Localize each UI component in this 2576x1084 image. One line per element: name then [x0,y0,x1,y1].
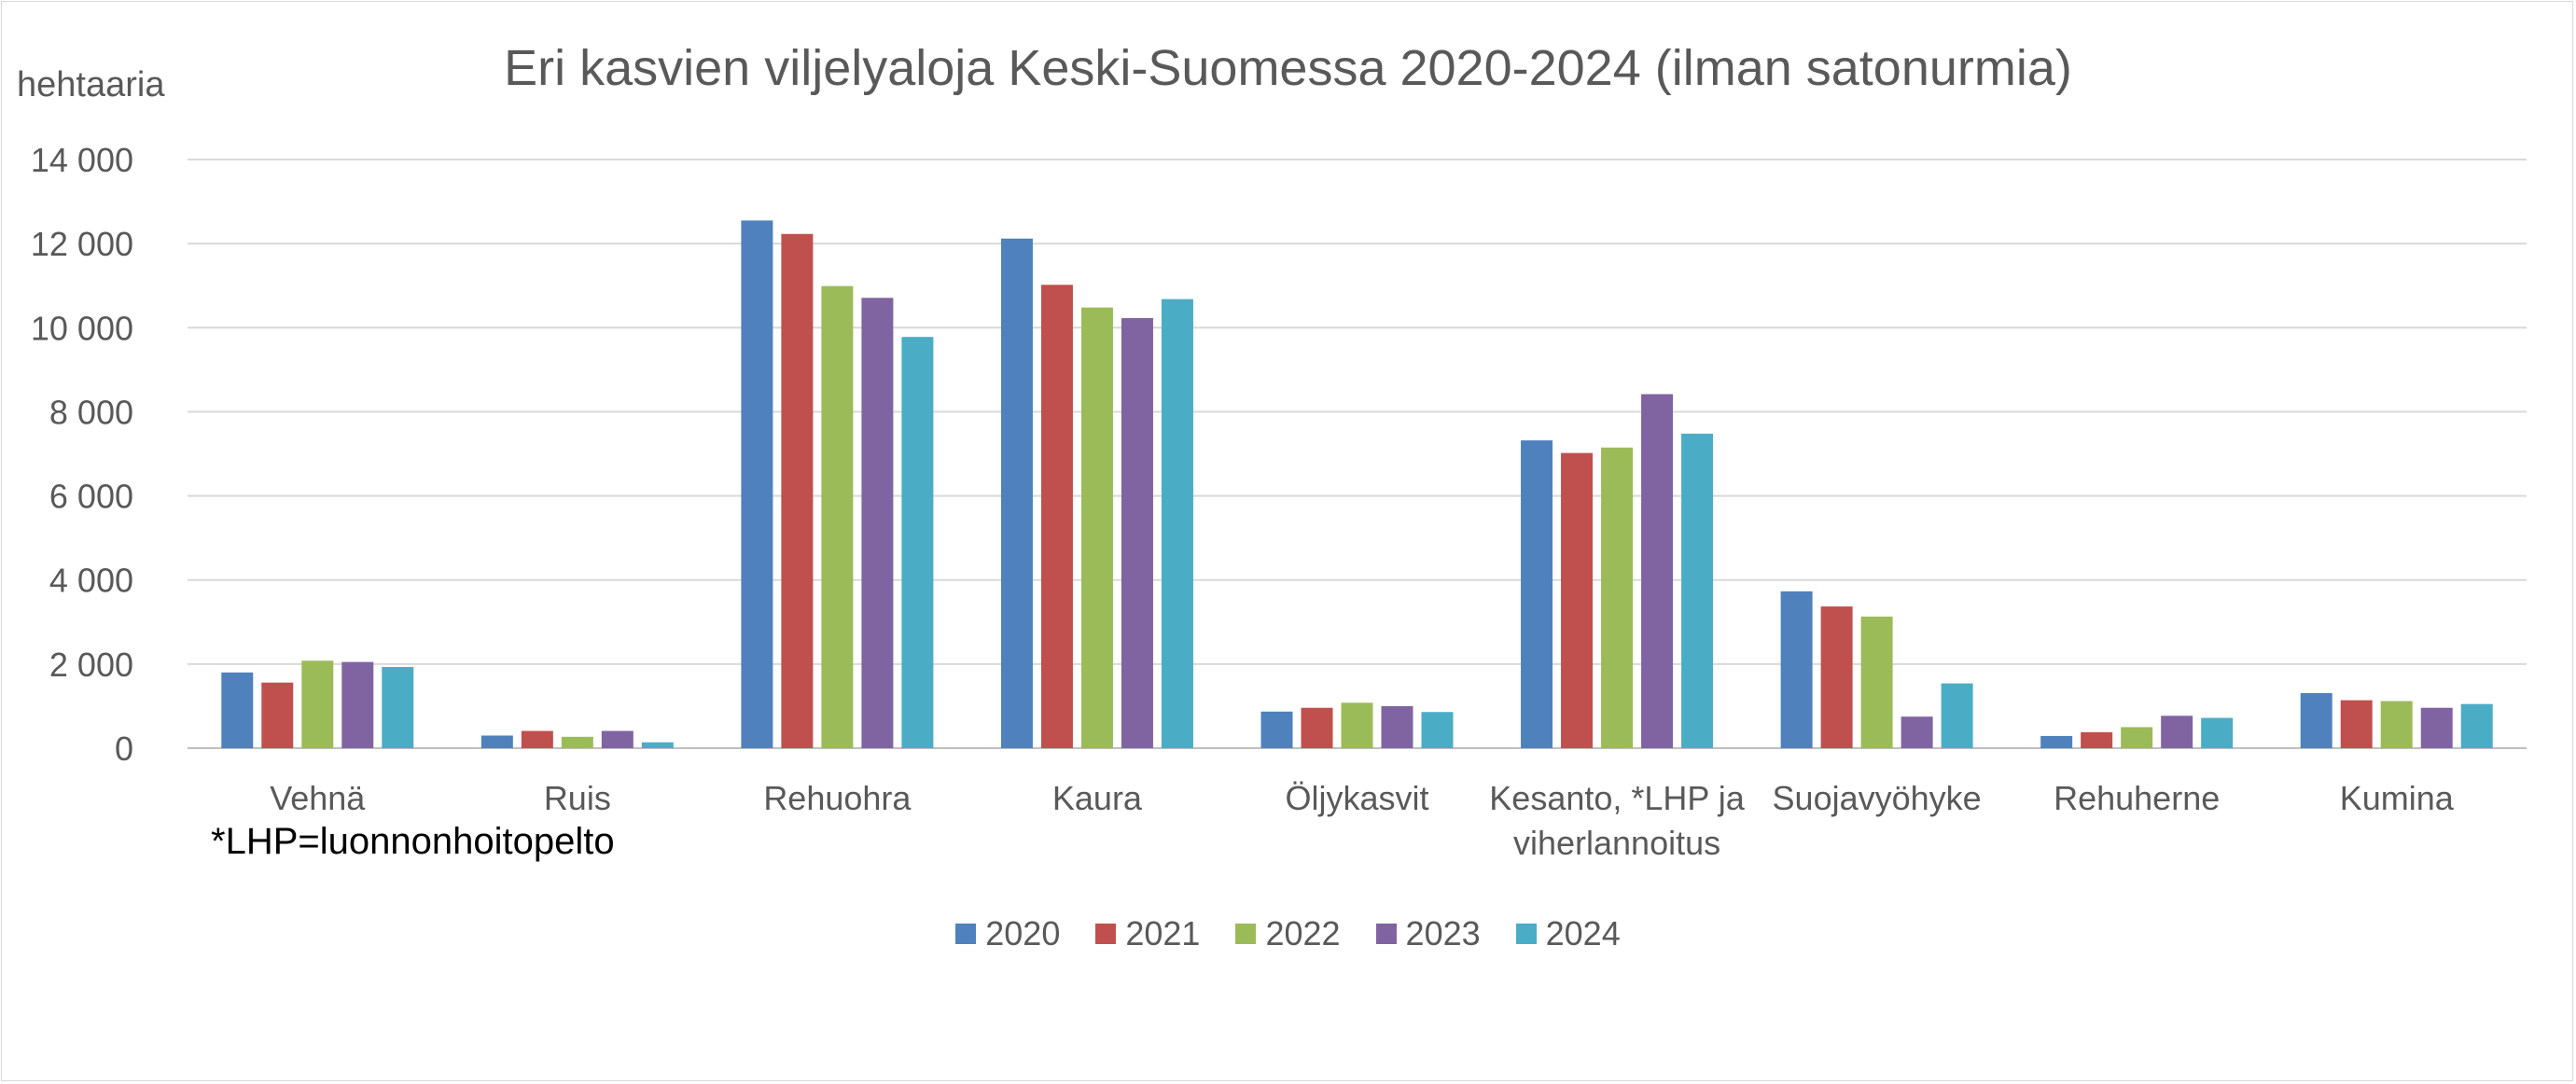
bar-2024-4 [1161,299,1193,748]
legend-swatch [1515,924,1537,944]
bar-2020-2 [480,735,513,748]
y-axis-unit-label: hehtaaria [17,65,165,104]
x-category-label: Rehuherne [2054,779,2220,817]
bar-2022-6 [1601,447,1634,748]
bar-2022-9 [2380,701,2413,748]
bar-2023-6 [1641,394,1674,748]
legend-swatch [1235,924,1257,944]
bar-2022-7 [1860,616,1893,748]
bar-2022-1 [301,660,334,748]
bar-2020-4 [1000,238,1033,749]
bar-2024-2 [641,742,674,748]
legend-item-2020: 2020 [955,914,1060,953]
bar-2024-9 [2460,703,2493,748]
bar-2024-8 [2201,717,2234,748]
bar-2020-9 [2300,692,2332,748]
bar-2020-3 [741,220,773,748]
x-category-label: Vehnä [270,779,366,817]
legend-label: 2024 [1545,914,1621,952]
x-category-label: Rehuohra [763,779,912,817]
y-tick-label: 12 000 [31,225,133,263]
bar-2024-3 [901,337,934,748]
bar-2020-5 [1260,711,1293,748]
bar-2023-4 [1121,317,1153,748]
bar-2020-6 [1521,440,1553,748]
bar-2023-8 [2161,716,2193,748]
bar-2023-1 [341,661,374,748]
bar-2021-6 [1561,452,1594,748]
x-category-label: viherlannoitus [1513,824,1720,862]
legend-item-2023: 2023 [1375,914,1481,953]
x-category-label: Öljykasvit [1285,779,1428,817]
bar-2022-2 [561,736,593,748]
bar-2023-5 [1381,705,1413,748]
chart-title: Eri kasvien viljelyaloja Keski-Suomessa … [504,40,2072,96]
legend-label: 2021 [1125,914,1201,952]
bar-2021-7 [1820,606,1853,748]
x-category-label: Suojavyöhyke [1773,779,1982,817]
bar-2022-3 [821,285,854,748]
bar-2021-5 [1301,707,1333,748]
bar-2024-5 [1421,712,1454,748]
legend-label: 2020 [985,914,1061,952]
chart-legend: 2020 2021 2022 2023 2024 [0,914,2576,953]
bar-2024-7 [1941,683,1973,748]
y-tick-label: 10 000 [31,309,133,347]
bar-2022-8 [2121,727,2153,748]
bar-2020-7 [1780,591,1813,748]
y-tick-label: 6 000 [49,478,133,516]
y-tick-label: 2 000 [49,646,133,684]
bar-2020-8 [2040,735,2073,748]
bar-2021-2 [521,730,553,748]
bar-2023-7 [1901,716,1933,748]
bar-2024-6 [1681,433,1714,748]
bar-2023-9 [2420,707,2453,748]
bar-2020-1 [221,672,254,748]
bar-2021-8 [2081,731,2113,748]
x-category-label: Kaura [1052,779,1143,817]
x-category-label: Kesanto, *LHP ja [1489,779,1745,817]
bar-2024-1 [382,667,414,748]
legend-label: 2023 [1405,914,1481,952]
legend-swatch [1375,924,1397,944]
y-tick-label: 14 000 [31,141,133,179]
y-tick-label: 4 000 [49,562,133,600]
legend-swatch [1095,924,1117,944]
legend-item-2021: 2021 [1095,914,1200,953]
y-tick-label: 8 000 [49,393,133,431]
bar-2021-3 [781,233,814,748]
bar-2023-2 [601,730,634,748]
bar-2021-4 [1040,285,1073,748]
legend-item-2022: 2022 [1235,914,1341,953]
bar-chart-plot: 0 2 000 4 000 6 000 8 000 10 000 12 000 14 000 V… [31,141,2527,862]
bar-2021-9 [2340,700,2373,748]
legend-swatch [955,924,977,944]
bar-2021-1 [261,682,294,748]
bar-2022-4 [1080,307,1113,748]
bar-2023-3 [861,298,894,748]
footnote: *LHP=luonnonhoitopelto [211,821,615,862]
y-tick-label: 0 [115,730,133,768]
bar-2022-5 [1341,702,1373,748]
legend-item-2024: 2024 [1515,914,1621,953]
x-category-label: Ruis [544,779,611,817]
legend-label: 2022 [1265,914,1341,952]
x-category-label: Kumina [2340,779,2455,817]
